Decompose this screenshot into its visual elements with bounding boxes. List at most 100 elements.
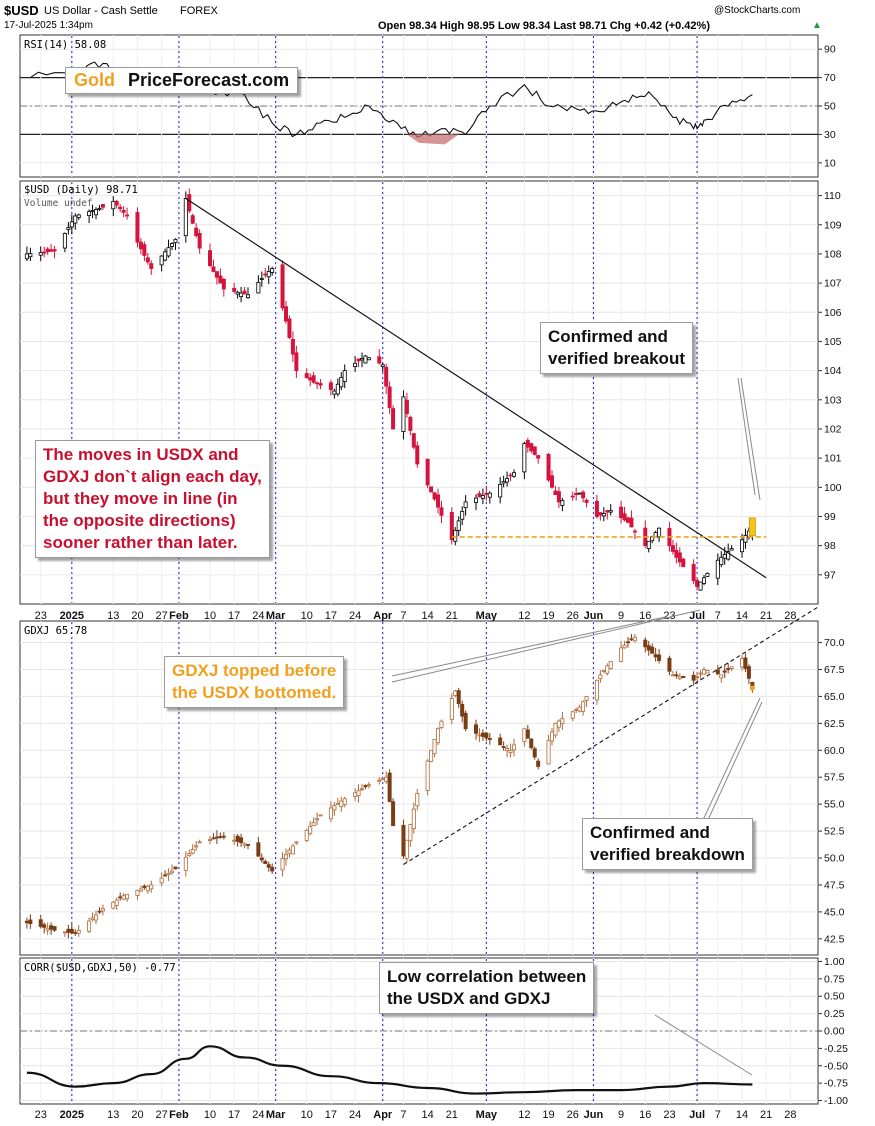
candle [356,790,361,797]
candle [76,214,81,219]
candle [598,512,603,516]
y-tick-label: 50 [824,101,836,113]
breakout-callout-line [737,377,756,496]
candle [525,440,530,448]
candle [38,252,43,256]
usd-downtrend-line [185,198,767,579]
y-tick-label: 30 [824,129,836,141]
candle [69,928,74,934]
candle [149,263,154,269]
candle [653,654,658,658]
y-tick-label: 98 [824,540,836,552]
candle [363,355,368,364]
candle [135,889,140,896]
candle [207,839,212,841]
x-tick-label: 17 [325,610,337,622]
gdxj-topped-callout-line [391,616,666,677]
candle [73,215,78,224]
candle [45,927,50,931]
y-tick-label: 60.0 [824,745,845,757]
candle [218,836,223,838]
candle [632,530,637,533]
candle [677,552,682,563]
candle [473,497,478,503]
x-tick-label: Apr [373,610,393,622]
candle [283,853,288,860]
x-tick-label: 21 [446,610,458,622]
candle [560,500,565,506]
candle [183,198,188,237]
candle [550,475,555,488]
candle [556,491,561,503]
candle [608,510,613,513]
candle [581,701,586,712]
candle [629,638,634,641]
candle [294,841,299,844]
x-tick-label: Mar [266,1109,286,1121]
correlation-line [26,1045,753,1095]
candle [715,669,720,675]
candle [114,200,119,206]
x-tick-label: 20 [131,610,143,622]
candle [232,287,237,292]
candle [263,861,268,864]
chart-symbol: $USD [4,3,39,18]
candle [294,352,299,372]
candle [69,221,74,228]
y-tick-label: 99 [824,511,836,523]
candle [28,253,33,258]
candle [532,748,537,758]
x-tick-label: May [476,1109,498,1121]
candle [570,711,575,719]
y-tick-label: 0.50 [824,991,845,1003]
candle [570,495,575,498]
x-tick-label: 24 [252,610,264,622]
y-tick-label: 110 [824,190,841,202]
candle [529,738,534,748]
quote-up-arrow-icon: ▲ [812,20,822,31]
candle [73,931,78,934]
candle [190,849,195,854]
y-tick-label: 65.0 [824,691,845,703]
candle [695,676,700,679]
candle [304,829,309,841]
y-tick-label: 104 [824,365,842,377]
x-tick-label: 24 [349,610,361,622]
x-tick-label: 28 [784,610,796,622]
candle [332,805,337,811]
candle [425,458,430,486]
candle [560,718,565,725]
candle [97,910,102,913]
y-tick-label: 10 [824,157,836,169]
candle [743,657,748,669]
candle [722,554,727,559]
x-tick-label: 24 [252,1109,264,1121]
candle [328,382,333,390]
y-tick-label: 57.5 [824,772,845,784]
candle [211,266,216,272]
x-tick-label: 21 [760,610,772,622]
candle [705,572,710,577]
candle [726,551,731,560]
x-tick-label: 10 [301,610,313,622]
candle [235,835,240,842]
y-tick-label: 106 [824,307,842,319]
candle [574,709,579,711]
candle [232,839,237,842]
candle [477,493,482,498]
candle [456,520,461,531]
candle [142,885,147,889]
candle [529,443,534,452]
candle [463,501,468,509]
x-tick-label: 12 [518,610,530,622]
x-tick-label: 2025 [60,1109,84,1121]
candle [449,698,454,720]
candle [484,732,489,739]
candle [722,670,727,673]
candle [187,194,192,212]
candle [432,739,437,755]
x-tick-label: Feb [169,610,189,622]
candle [366,784,371,787]
candle [646,645,651,651]
candle [121,895,126,900]
